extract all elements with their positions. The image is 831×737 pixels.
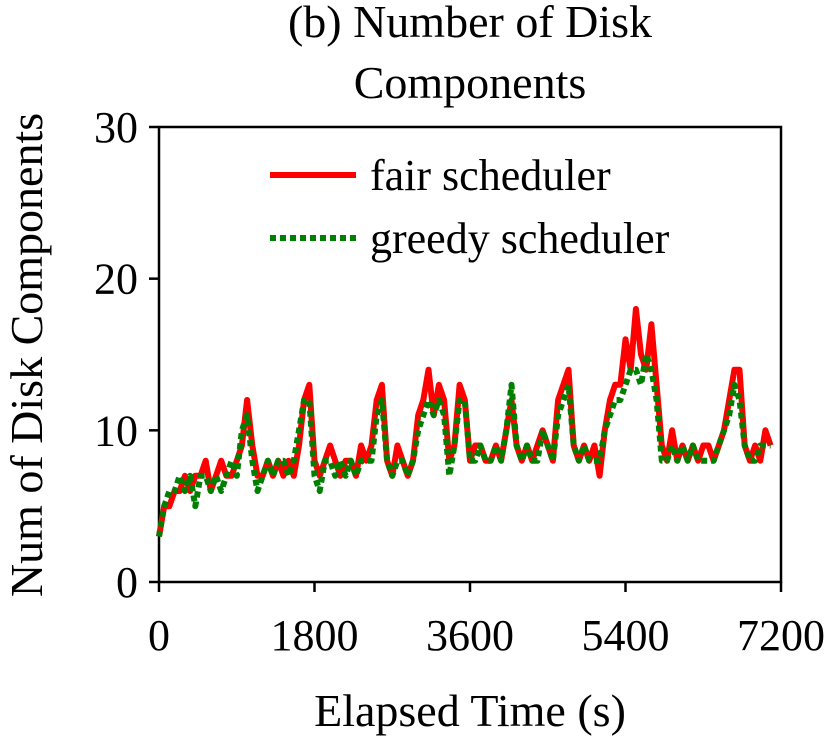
legend: fair scheduler greedy scheduler xyxy=(270,151,670,263)
x-tick-label-0: 0 xyxy=(148,611,170,660)
y-tick-label-20: 20 xyxy=(94,255,138,304)
legend-label-greedy-scheduler: greedy scheduler xyxy=(370,214,670,263)
series-line-greedy-scheduler xyxy=(156,351,771,538)
x-tick-label-5400: 5400 xyxy=(582,611,670,660)
x-tick-label-3600: 3600 xyxy=(426,611,514,660)
y-tick-label-30: 30 xyxy=(94,103,138,152)
y-tick-label-10: 10 xyxy=(94,406,138,455)
x-axis-ticks: 0 1800 3600 5400 7200 xyxy=(148,582,825,660)
chart-title-line-1: (b) Number of Disk xyxy=(288,0,652,47)
y-tick-label-0: 0 xyxy=(116,558,138,607)
x-tick-label-1800: 1800 xyxy=(271,611,359,660)
series-layer xyxy=(156,306,774,538)
legend-label-fair-scheduler: fair scheduler xyxy=(370,151,611,200)
x-tick-label-7200: 7200 xyxy=(737,611,825,660)
y-axis-label: Num of Disk Components xyxy=(1,113,52,597)
chart-title-line-2: Components xyxy=(354,57,587,108)
x-axis-label: Elapsed Time (s) xyxy=(314,685,626,736)
y-axis-ticks: 0 10 20 30 xyxy=(94,103,159,607)
